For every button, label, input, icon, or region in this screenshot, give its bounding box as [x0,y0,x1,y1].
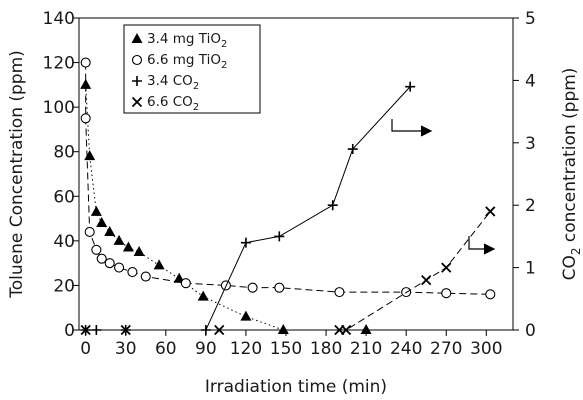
right-y-tick-label: 5 [525,9,536,29]
data-point-circle [274,282,285,293]
arrow-head-upper [420,125,433,137]
data-point-plus [274,231,285,242]
right-y-axis-title: CO2 concentration (ppm) [560,68,583,281]
legend-label-subscript: 2 [193,102,199,113]
legend-label-subscript: 2 [221,39,227,50]
right-y-tick-label: 3 [525,134,536,154]
series-cross [80,206,496,336]
data-point-circle [127,267,138,278]
data-point-cross [120,324,131,336]
data-point-circle [140,271,151,282]
series-circle [80,57,496,300]
legend-marker [132,76,142,86]
x-axis-title: Irradiation time (min) [205,377,387,397]
left-y-tick-label: 140 [43,9,75,29]
right-y-axis-title-co: CO [560,255,580,280]
data-point-circle [180,278,191,289]
left-y-tick-label: 0 [64,321,75,341]
x-tick-label: 240 [390,339,422,359]
data-point-triangle [240,310,252,321]
data-point-circle [114,262,125,273]
x-tick-label: 210 [350,339,382,359]
data-point-triangle [360,324,372,334]
data-point-circle [104,258,115,269]
x-tick-label: 120 [230,339,262,359]
right-y-tick-label: 2 [525,196,536,216]
left-y-tick-label: 60 [53,187,75,207]
legend-label: 3.4 mg TiO2 [147,31,227,50]
legend-label-subscript: 2 [193,81,199,92]
data-point-circle [485,289,496,300]
data-point-plus [327,200,338,211]
legend-label: 6.6 CO2 [147,94,199,113]
data-point-triangle [104,225,116,236]
data-point-cross [340,324,352,336]
legend-label-main: 3.4 mg TiO [147,31,221,47]
left-y-tick-label: 40 [53,232,75,252]
data-point-triangle [113,234,125,245]
right-y-tick-label: 0 [525,321,536,341]
legend-label: 6.6 mg TiO2 [147,52,227,71]
right-y-axis-title-subscript: 2 [569,248,583,256]
x-tick-label: 60 [155,339,177,359]
left-y-tick-label: 80 [53,143,75,163]
data-point-cross [80,324,91,336]
arrow-to-right-axis-upper [391,119,429,132]
data-point-cross [441,262,452,273]
legend-marker [131,96,143,108]
data-point-triangle [90,205,102,216]
left-y-tick-label: 20 [53,276,75,296]
legend-label-subscript: 2 [221,60,227,71]
left-y-tick-label: 100 [43,98,75,118]
data-point-triangle [80,78,92,89]
arrow-head-lower [483,243,496,255]
right-y-tick-label: 1 [525,259,536,279]
x-tick-label: 0 [80,339,91,359]
right-y-axis-title-rest: concentration (ppm) [560,68,580,248]
legend-label-main: 3.4 CO [147,73,193,89]
data-point-cross [421,274,432,286]
data-point-circle [80,57,91,68]
data-point-circle [247,282,258,293]
legend-marker [131,54,143,66]
data-point-circle [441,288,452,299]
data-point-plus [405,81,416,92]
data-point-triangle [277,324,289,334]
x-tick-label: 30 [115,339,137,359]
legend-label-main: 6.6 mg TiO [147,52,221,68]
tick-labels: 0 30 60 90 120 150 180 210 240 270 300020406080100… [43,9,536,359]
x-tick-label: 270 [430,339,462,359]
data-point-circle [84,226,95,237]
x-tick-label: 300 [470,339,502,359]
x-tick-label: 180 [310,339,342,359]
legend-label-main: 6.6 CO [147,94,193,110]
data-point-circle [80,113,91,124]
data-point-cross [485,206,496,217]
data-point-circle [91,244,102,255]
data-point-circle [334,287,345,298]
data-point-cross [214,324,225,336]
data-point-triangle [96,217,108,228]
data-point-triangle [153,259,165,270]
legend-marker [131,33,143,43]
legend-box [123,24,261,114]
data-point-triangle [122,241,134,252]
data-point-circle [96,253,107,264]
data-point-triangle [197,290,209,301]
left-y-tick-label: 120 [43,54,75,74]
data-point-plus [347,144,358,155]
x-tick-label: 90 [195,339,217,359]
data-point-triangle [84,150,96,161]
right-y-tick-label: 4 [525,71,536,91]
data-point-plus [240,237,251,248]
x-tick-label: 150 [270,339,302,359]
legend-label: 3.4 CO2 [147,73,199,92]
data-point-triangle [133,246,145,256]
axis-arrows [391,119,496,255]
data-series [80,57,496,336]
left-y-axis-title: Toluene Concentration (ppm) [7,50,27,299]
